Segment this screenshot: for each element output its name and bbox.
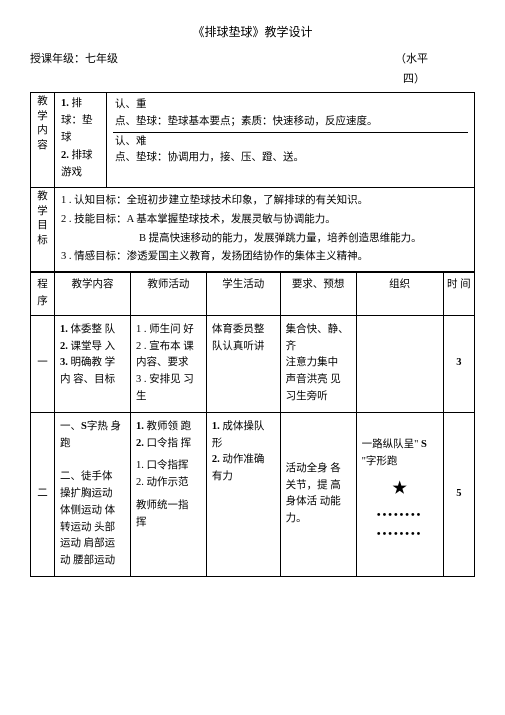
content-section-label: 教 学 内 容 xyxy=(31,93,55,188)
r1-time: 3 xyxy=(443,315,474,412)
table-row: 二 一、S字热 身跑 二、徒手体 操扩胸运动 体侧运动 体转运动 头部运动 肩部… xyxy=(31,412,475,576)
r2-time: 5 xyxy=(443,412,474,576)
goal-line-1: 1 . 认知目标：全班初步建立垫球技术印象，了解排球的有关知识。 xyxy=(61,193,468,210)
page-title: 《排球垫球》教学设计 xyxy=(30,23,475,40)
main-table: 教 学 内 容 1. 排球：垫球 2. 排球游戏 认、重点、垫球：垫球基本要点；… xyxy=(30,92,475,272)
table-header-row: 程 序 教学内容 教师活动 学生活动 要求、预想 组织 时 间 xyxy=(31,273,475,316)
point-row-1: 认、重点、垫球：垫球基本要点；素质：快速移动，反应速度。 xyxy=(113,96,468,132)
table-row: 一 1. 体委整 队 2. 课堂导 入 3. 明确教 学 内 容、目标 1 . … xyxy=(31,315,475,412)
th-seq: 程 序 xyxy=(31,273,55,316)
point-row-2: 认、难点、垫球：协调用力，接、压、蹬、送。 xyxy=(113,132,468,168)
header-row: 授课年级：七年级 （水平 xyxy=(30,50,475,66)
th-req: 要求、预想 xyxy=(280,273,356,316)
goal-line-3: 3 . 情感目标：渗透爱国主义教育，发扬团结协作的集体主义精神。 xyxy=(61,249,468,266)
r1-req: 集合快、静、齐注意力集中 声音洪亮 见习生旁听 xyxy=(280,315,356,412)
goal-line-2: 2 . 技能目标：A 基本掌握垫球技术，发展灵敏与协调能力。 xyxy=(61,212,468,229)
r1-student-act: 体育委员整 队认真听讲 xyxy=(206,315,280,412)
th-org: 组织 xyxy=(356,273,443,316)
content-row: 教 学 内 容 1. 排球：垫球 2. 排球游戏 认、重点、垫球：垫球基本要点；… xyxy=(31,93,475,188)
th-teach-content: 教学内容 xyxy=(55,273,131,316)
r1-teacher-act: 1 . 师生问 好 2 . 宣布本 课内容、要求 3 . 安排见 习生 xyxy=(130,315,206,412)
seq-2: 二 xyxy=(31,412,55,576)
r2-org: 一路纵队呈" S "字形跑 ★ •••••••• •••••••• xyxy=(356,412,443,576)
r2-teacher-act: 1. 教师领 跑 2. 口令指 挥 1. 口令指挥 2. 动作示范 教师统一指 … xyxy=(130,412,206,576)
grade-label: 授课年级：七年级 xyxy=(30,50,395,66)
r1-teach-content: 1. 体委整 队 2. 课堂导 入 3. 明确教 学 内 容、目标 xyxy=(55,315,131,412)
level-close: 四） xyxy=(30,70,425,86)
sequence-table: 程 序 教学内容 教师活动 学生活动 要求、预想 组织 时 间 一 1. 体委整… xyxy=(30,272,475,577)
goals-content: 1 . 认知目标：全班初步建立垫球技术印象，了解排球的有关知识。 2 . 技能目… xyxy=(55,187,475,271)
org-text: 一路纵队呈" S "字形跑 xyxy=(362,437,438,471)
dot-row-1: •••••••• xyxy=(362,508,438,525)
r2-req: 活动全身 各关节，提 高身体活 动能力。 xyxy=(280,412,356,576)
dot-row-2: •••••••• xyxy=(362,527,438,544)
th-time: 时 间 xyxy=(443,273,474,316)
goal-line-2b: B 提高快速移动的能力，发展弹跳力量，培养创造思维能力。 xyxy=(61,231,468,248)
r1-org xyxy=(356,315,443,412)
level-label: （水平 xyxy=(395,50,475,66)
goals-section-label: 教 学 目 标 xyxy=(31,187,55,271)
th-student-act: 学生活动 xyxy=(206,273,280,316)
th-teacher-act: 教师活动 xyxy=(130,273,206,316)
seq-1: 一 xyxy=(31,315,55,412)
r2-teach-content: 一、S字热 身跑 二、徒手体 操扩胸运动 体侧运动 体转运动 头部运动 肩部运动… xyxy=(55,412,131,576)
r2-student-act: 1. 成体操队 形 2. 动作准确 有力 xyxy=(206,412,280,576)
star-icon: ★ xyxy=(362,476,438,502)
content-items: 1. 排球：垫球 2. 排球游戏 xyxy=(55,93,107,188)
goals-row: 教 学 目 标 1 . 认知目标：全班初步建立垫球技术印象，了解排球的有关知识。… xyxy=(31,187,475,271)
inner-points: 认、重点、垫球：垫球基本要点；素质：快速移动，反应速度。 认、难点、垫球：协调用… xyxy=(107,93,475,188)
